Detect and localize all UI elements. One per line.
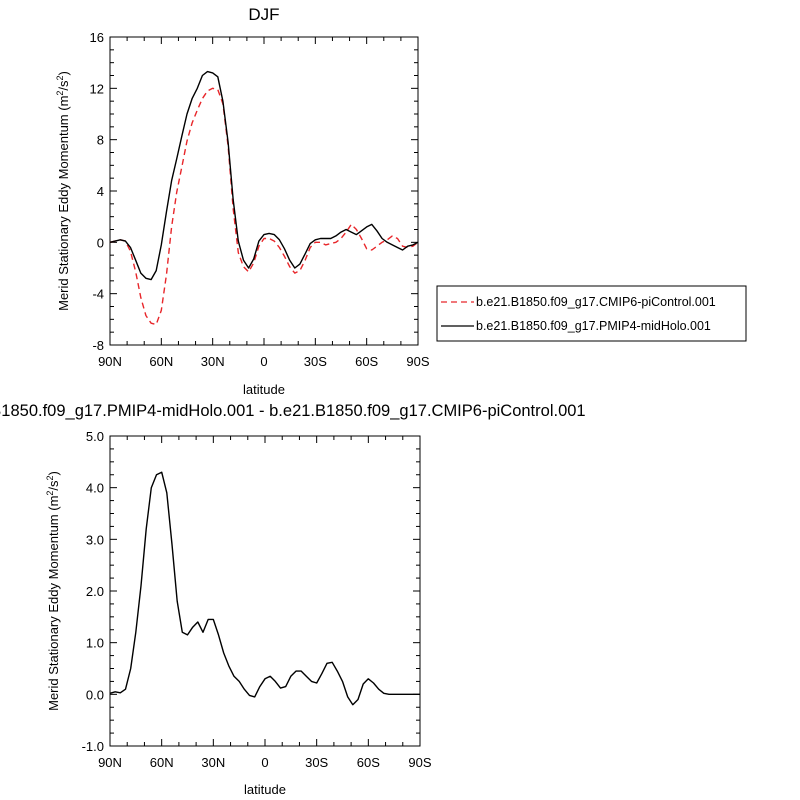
bottom-ytick-label: 0.0 bbox=[86, 687, 104, 702]
top-xtick-label: 90S bbox=[406, 354, 429, 369]
top-series-line-1 bbox=[109, 70, 419, 281]
top-xtick-label: 30S bbox=[304, 354, 327, 369]
legend-label-picontrol: b.e21.B1850.f09_g17.CMIP6-piControl.001 bbox=[476, 295, 716, 309]
top-ytick-label: 16 bbox=[90, 30, 104, 45]
bottom-xtick-label: 60S bbox=[357, 755, 380, 770]
top-ytick-label: 8 bbox=[97, 133, 104, 148]
bottom-ticks bbox=[109, 435, 421, 747]
bottom-ytick-label: 4.0 bbox=[86, 481, 104, 496]
top-plot-frame bbox=[109, 36, 419, 346]
bottom-xtick-label: 30S bbox=[305, 755, 328, 770]
bottom-chart-title: b.e21.B1850.f09_g17.PMIP4-midHolo.001 - … bbox=[0, 402, 586, 420]
bottom-ytick-label: 5.0 bbox=[86, 429, 104, 444]
top-x-tick-labels: 90N 60N 30N 0 30S 60S 90S bbox=[98, 354, 430, 369]
top-xtick-label: 0 bbox=[260, 354, 267, 369]
bottom-xtick-label: 90S bbox=[408, 755, 431, 770]
bottom-xtick-label: 30N bbox=[201, 755, 225, 770]
top-y-axis-label: Merid Stationary Eddy Momentum (m2/s2) bbox=[55, 71, 71, 311]
bottom-ytick-label: 3.0 bbox=[86, 532, 104, 547]
bottom-ytick-label: -1.0 bbox=[82, 739, 104, 754]
top-xtick-label: 30N bbox=[201, 354, 225, 369]
bottom-xtick-label: 60N bbox=[150, 755, 174, 770]
top-chart-title: DJF bbox=[248, 5, 279, 24]
bottom-series-lines bbox=[109, 471, 420, 706]
legend-label-midholo: b.e21.B1850.f09_g17.PMIP4-midHolo.001 bbox=[476, 319, 711, 333]
top-ytick-label: -8 bbox=[92, 338, 104, 353]
bottom-x-axis-label: latitude bbox=[244, 782, 286, 797]
legend-box bbox=[436, 285, 747, 342]
bottom-series-line-0 bbox=[109, 471, 420, 706]
top-xtick-label: 90N bbox=[98, 354, 122, 369]
top-xtick-label: 60N bbox=[149, 354, 173, 369]
bottom-panel: b.e21.B1850.f09_g17.PMIP4-midHolo.001 - … bbox=[0, 402, 586, 797]
bottom-y-tick-labels: -1.0 0.0 1.0 2.0 3.0 4.0 5.0 bbox=[82, 429, 104, 754]
top-ytick-label: 12 bbox=[90, 81, 104, 96]
top-ytick-label: -4 bbox=[92, 287, 104, 302]
top-y-tick-labels: -8 -4 0 4 8 12 16 bbox=[90, 30, 104, 353]
bottom-ytick-label: 2.0 bbox=[86, 584, 104, 599]
bottom-xtick-label: 0 bbox=[261, 755, 268, 770]
bottom-xtick-label: 90N bbox=[98, 755, 122, 770]
top-x-axis-label: latitude bbox=[243, 382, 285, 397]
top-xtick-label: 60S bbox=[355, 354, 378, 369]
top-ticks bbox=[109, 36, 419, 346]
bottom-ytick-label: 1.0 bbox=[86, 636, 104, 651]
top-panel: DJF -8 -4 0 4 8 12 16 90N 60N 30N 0 30S 60S 90S lati… bbox=[55, 5, 747, 397]
top-legend: b.e21.B1850.f09_g17.CMIP6-piControl.001 … bbox=[436, 285, 747, 342]
top-ytick-label: 0 bbox=[97, 235, 104, 250]
top-series-line-0 bbox=[109, 87, 419, 326]
top-ytick-label: 4 bbox=[97, 184, 104, 199]
bottom-x-tick-labels: 90N 60N 30N 0 30S 60S 90S bbox=[98, 755, 432, 770]
bottom-y-axis-label: Merid Stationary Eddy Momentum (m2/s2) bbox=[45, 471, 61, 711]
top-series-lines bbox=[109, 70, 419, 326]
bottom-plot-frame bbox=[109, 435, 421, 747]
